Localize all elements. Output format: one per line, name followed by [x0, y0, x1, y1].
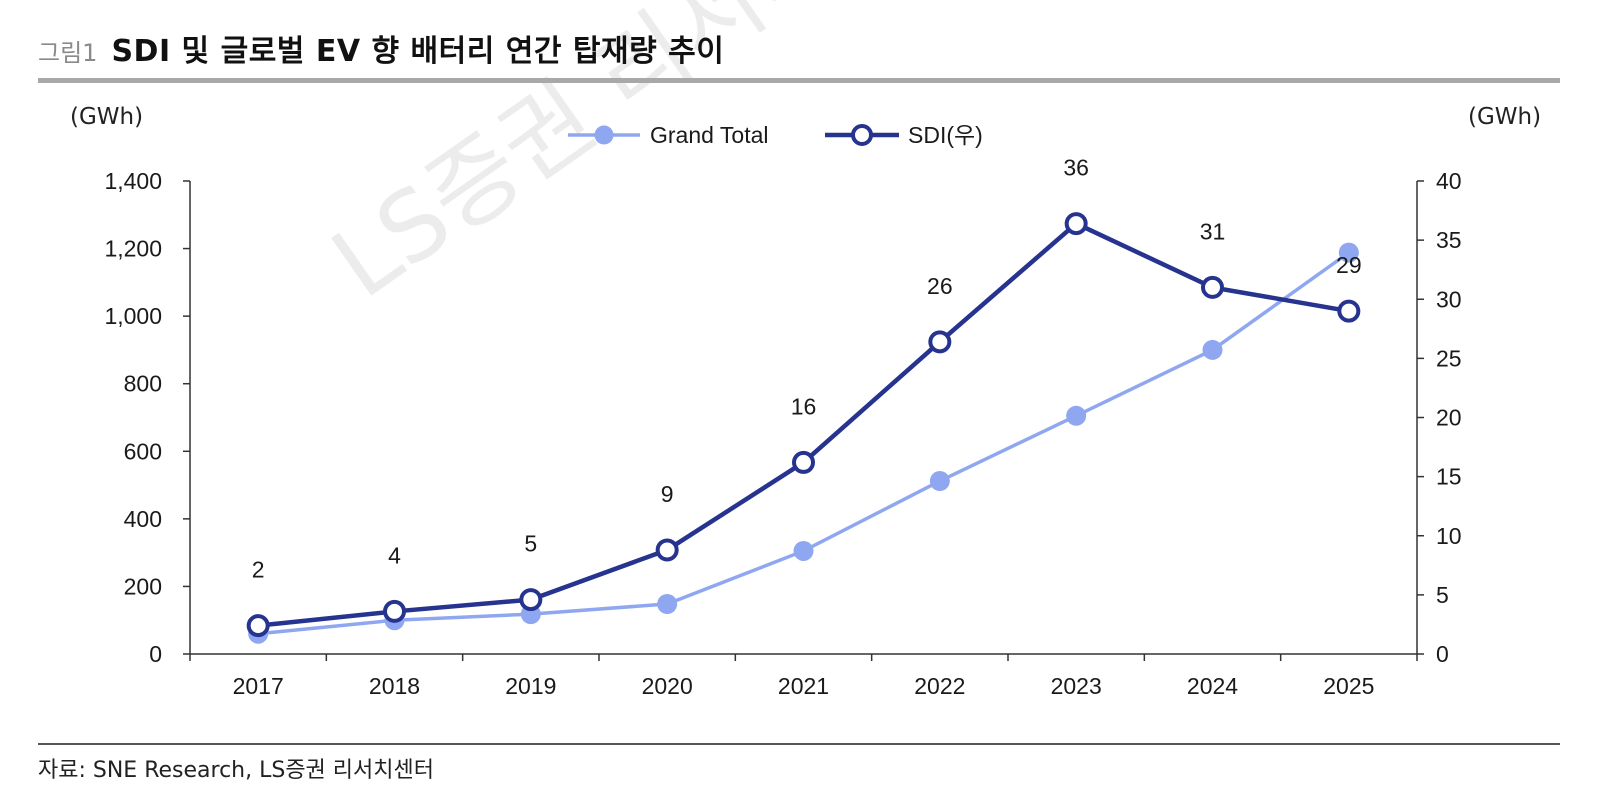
sdi-data-label: 29: [1336, 252, 1362, 278]
left-tick-label: 1,400: [104, 168, 162, 194]
sdi-line: [257, 220, 1350, 628]
sdi-point: [1064, 212, 1088, 236]
figure-title: SDI 및 글로벌 EV 향 배터리 연간 탑재량 추이: [111, 34, 725, 69]
sdi-point: [246, 614, 270, 638]
right-tick-label: 30: [1436, 286, 1462, 312]
sdi-data-label: 4: [388, 542, 401, 568]
grand-total-point: [1202, 339, 1223, 360]
right-tick-label: 10: [1436, 523, 1462, 549]
left-tick-label: 400: [124, 506, 162, 532]
figure-header: 그림1 SDI 및 글로벌 EV 향 배터리 연간 탑재량 추이: [38, 26, 724, 76]
left-tick-label: 600: [124, 438, 162, 464]
left-tick-label: 800: [124, 371, 162, 397]
sdi-data-label: 31: [1200, 218, 1226, 244]
sdi-data-label: 5: [524, 531, 537, 557]
sdi-point: [1337, 299, 1361, 323]
sdi-data-label: 16: [791, 393, 817, 419]
left-tick-label: 0: [149, 641, 162, 667]
legend-sdi-label: SDI(우): [908, 122, 983, 148]
legend-grand-total-swatch-marker: [594, 125, 614, 145]
grand-total-point: [793, 540, 814, 561]
legend-grand-total-label: Grand Total: [650, 122, 768, 148]
right-tick-label: 40: [1436, 168, 1462, 194]
right-tick-label: 25: [1436, 345, 1462, 371]
x-tick-label: 2017: [233, 673, 284, 699]
left-tick-label: 200: [124, 573, 162, 599]
header-rule: [38, 78, 1560, 83]
sdi-data-label: 2: [252, 557, 265, 583]
x-tick-label: 2021: [778, 673, 829, 699]
sdi-data-label: 9: [661, 481, 674, 507]
sdi-data-label: 26: [927, 273, 953, 299]
x-tick-label: 2022: [914, 673, 965, 699]
sdi-data-label: 36: [1063, 155, 1089, 181]
footer-rule: [38, 743, 1560, 745]
left-tick-label: 1,200: [104, 236, 162, 262]
x-tick-label: 2023: [1051, 673, 1102, 699]
grand-total-point: [1338, 242, 1359, 263]
right-tick-label: 20: [1436, 405, 1462, 431]
sdi-point: [655, 538, 679, 562]
sdi-point: [928, 330, 952, 354]
sdi-point: [519, 588, 543, 612]
x-tick-label: 2024: [1187, 673, 1238, 699]
left-axis-unit: (GWh): [70, 104, 144, 130]
right-tick-label: 5: [1436, 582, 1449, 608]
figure-label: 그림1: [38, 39, 98, 67]
x-tick-label: 2018: [369, 673, 420, 699]
right-tick-label: 35: [1436, 227, 1462, 253]
left-tick-label: 1,000: [104, 303, 162, 329]
right-tick-label: 15: [1436, 464, 1462, 490]
source-note: 자료: SNE Research, LS증권 리서치센터: [38, 758, 434, 783]
x-tick-label: 2025: [1323, 673, 1374, 699]
sdi-point: [1201, 275, 1224, 299]
right-axis-unit: (GWh): [1468, 104, 1542, 130]
grand-total-point: [929, 471, 950, 492]
right-tick-label: 0: [1436, 641, 1449, 667]
x-tick-label: 2019: [505, 673, 556, 699]
x-tick-label: 2020: [642, 673, 693, 699]
legend-sdi-swatch-marker: [851, 124, 873, 146]
grand-total-point: [657, 593, 678, 614]
grand-total-point: [1066, 405, 1087, 426]
grand-total-line: [257, 251, 1350, 636]
sdi-point: [383, 599, 406, 623]
sdi-point: [792, 450, 815, 474]
